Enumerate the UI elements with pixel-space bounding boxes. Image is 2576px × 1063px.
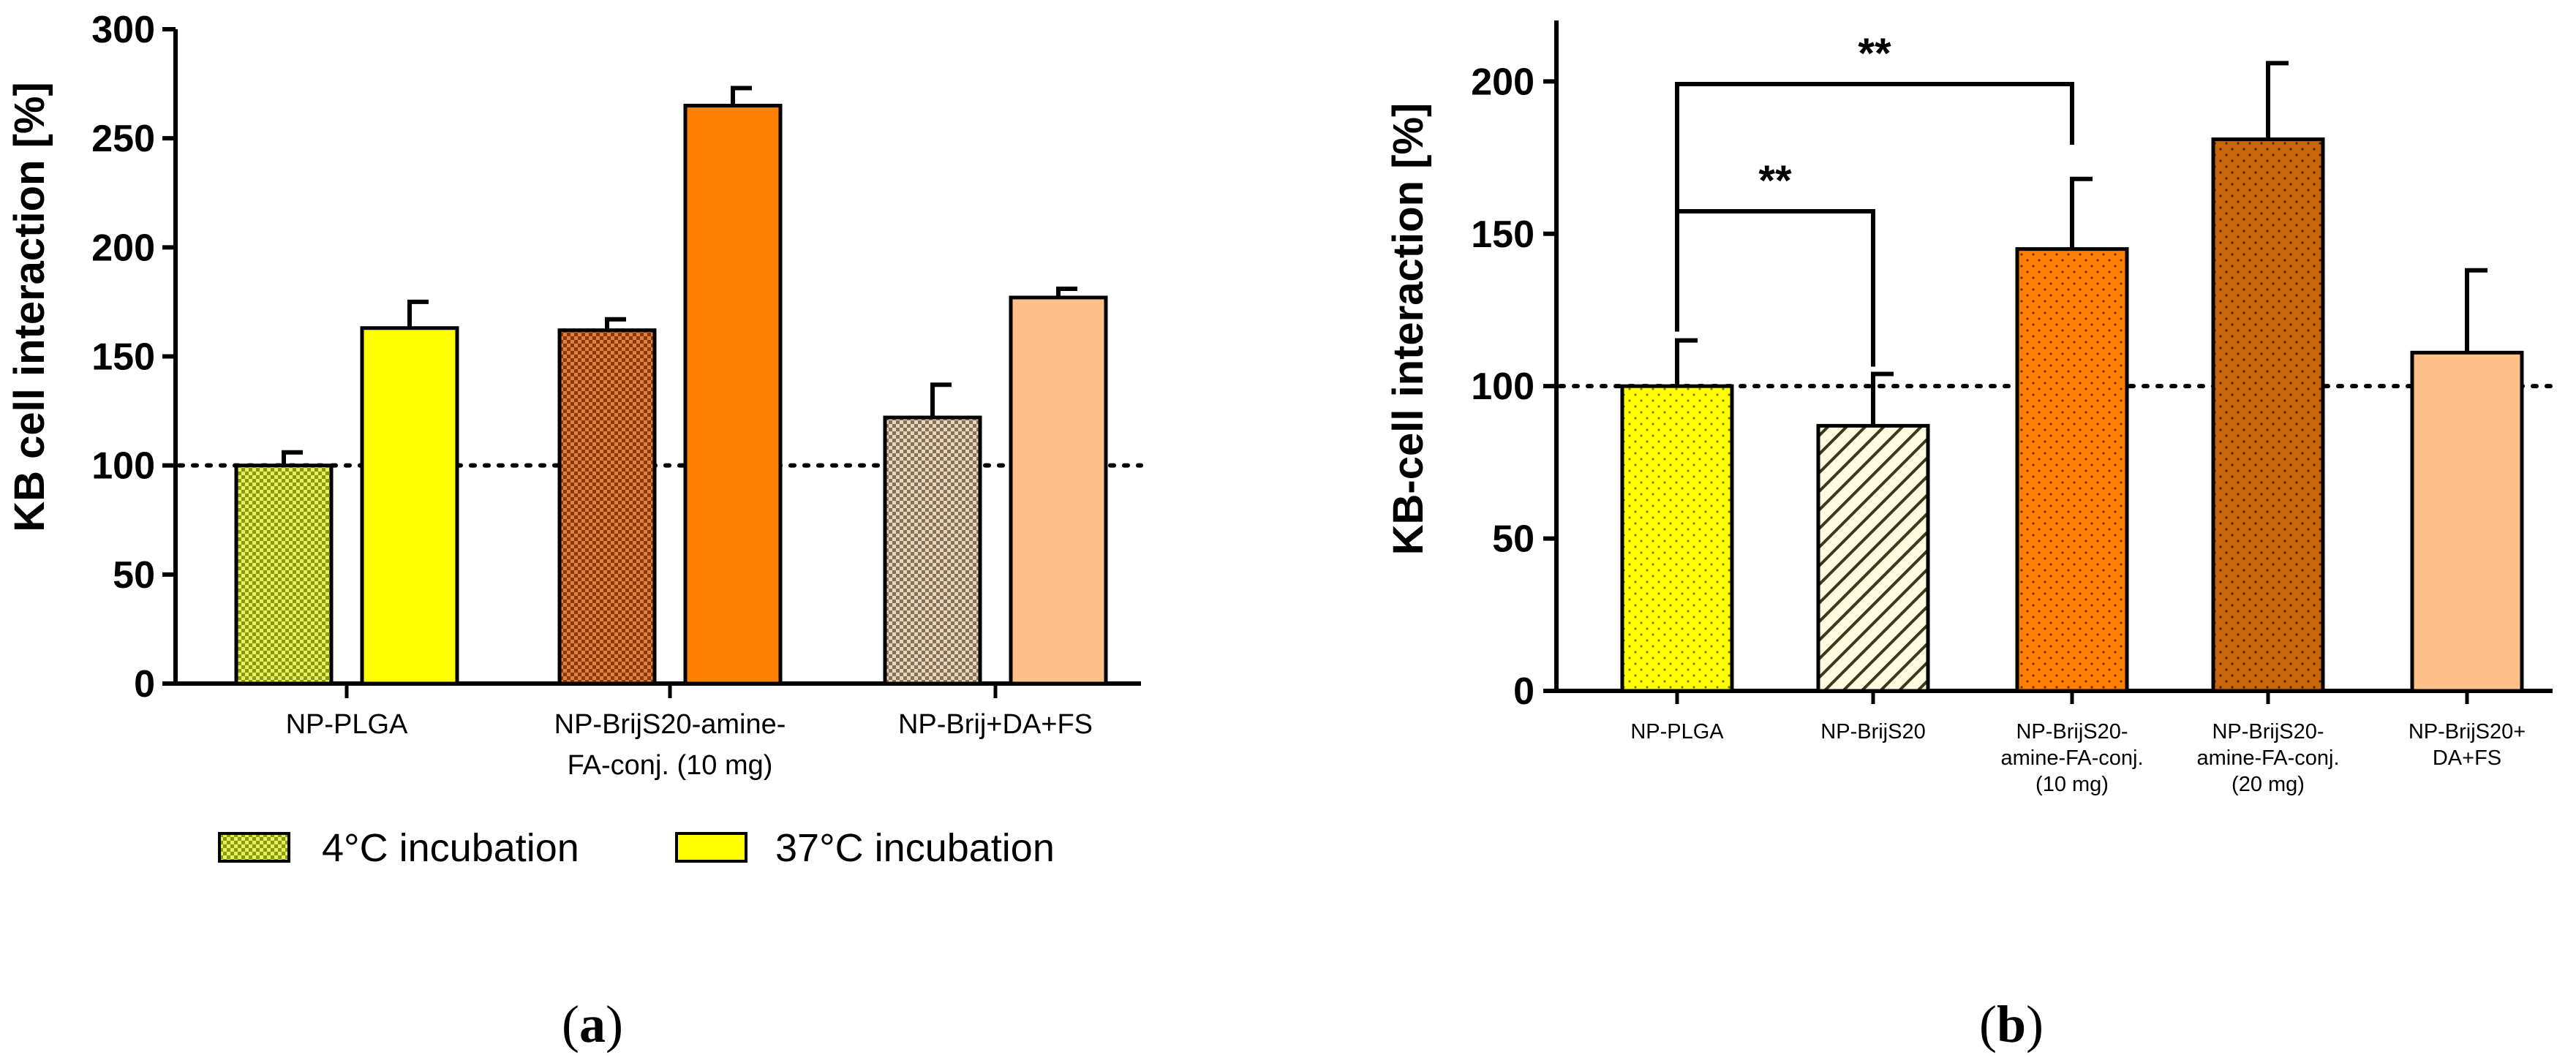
y-tick-label: 100 bbox=[1471, 366, 1534, 408]
bar-4c bbox=[557, 328, 657, 686]
x-ticks-a: NP-PLGA NP-BrijS20-amine- FA-conj. (10 mg)… bbox=[286, 684, 1093, 781]
x-tick-label: amine-FA-conj. bbox=[2196, 746, 2339, 770]
legend-swatch-4c bbox=[218, 832, 290, 863]
legend-label-37c: 37°C incubation bbox=[775, 826, 1055, 870]
bars-b bbox=[1620, 61, 2524, 693]
x-tick-label: amine-FA-conj. bbox=[2000, 746, 2143, 770]
x-tick-label: NP-BrijS20- bbox=[2016, 720, 2128, 744]
legend-label-4c: 4°C incubation bbox=[322, 826, 579, 870]
y-tick-label: 200 bbox=[1471, 61, 1534, 103]
y-tick-label: 200 bbox=[91, 227, 155, 269]
y-tick-label: 0 bbox=[134, 663, 155, 705]
x-tick-label: NP-BrijS20+ bbox=[2409, 720, 2526, 744]
x-tick-label: NP-PLGA bbox=[286, 709, 408, 740]
y-tick-label: 150 bbox=[91, 336, 155, 379]
chart-panel-a: KB cell interaction [%] 0 50 100 150 200 250 3… bbox=[6, 9, 1143, 1053]
y-ticks-b: 0 50 100 150 200 bbox=[1471, 61, 1556, 713]
bar-37c bbox=[360, 326, 459, 686]
panel-label-b: (b) bbox=[1979, 995, 2044, 1053]
bar bbox=[2410, 350, 2524, 693]
y-tick-label: 50 bbox=[113, 554, 155, 597]
bars-a bbox=[234, 86, 1108, 686]
x-tick-label: NP-Brij+DA+FS bbox=[898, 709, 1093, 740]
bar-37c bbox=[683, 103, 783, 686]
significance-label: ** bbox=[1858, 30, 1891, 77]
bar bbox=[1816, 423, 1930, 693]
significance-bracket bbox=[1675, 82, 2074, 211]
bar bbox=[2015, 247, 2129, 693]
x-tick-label: (20 mg) bbox=[2232, 773, 2305, 796]
y-tick-label: 150 bbox=[1471, 213, 1534, 256]
bar bbox=[2211, 137, 2325, 693]
x-tick-label: DA+FS bbox=[2433, 746, 2501, 770]
significance-bracket bbox=[1675, 209, 1875, 367]
x-ticks-b: NP-PLGA NP-BrijS20 NP-BrijS20-amine-FA-con… bbox=[1630, 691, 2526, 796]
bar-4c bbox=[883, 415, 982, 686]
y-axis-label-b: KB-cell interaction [%] bbox=[1385, 103, 1432, 556]
legend-a: 4°C incubation 37°C incubation bbox=[218, 826, 1055, 870]
x-tick-label: NP-BrijS20 bbox=[1820, 720, 1925, 744]
bar-4c bbox=[234, 464, 334, 686]
y-ticks-a: 0 50 100 150 200 250 300 bbox=[91, 9, 176, 705]
y-axis-label-a: KB cell interaction [%] bbox=[6, 82, 53, 532]
bar bbox=[1620, 384, 1734, 693]
x-tick-label: NP-BrijS20-amine- bbox=[554, 709, 786, 740]
bar-37c bbox=[1009, 295, 1108, 686]
significance-label: ** bbox=[1758, 157, 1792, 205]
y-tick-label: 300 bbox=[91, 9, 155, 51]
legend-swatch-37c bbox=[675, 832, 747, 863]
x-tick-label: (10 mg) bbox=[2035, 773, 2109, 796]
y-tick-label: 50 bbox=[1492, 518, 1534, 561]
x-tick-label: NP-PLGA bbox=[1630, 720, 1724, 744]
y-tick-label: 250 bbox=[91, 118, 155, 160]
significance-brackets-b: ** ** bbox=[1675, 30, 2074, 367]
y-tick-label: 0 bbox=[1513, 670, 1534, 713]
panel-label-a: (a) bbox=[562, 995, 623, 1053]
x-tick-label: FA-conj. (10 mg) bbox=[568, 750, 773, 781]
y-tick-label: 100 bbox=[91, 445, 155, 488]
x-tick-label: NP-BrijS20- bbox=[2212, 720, 2324, 744]
